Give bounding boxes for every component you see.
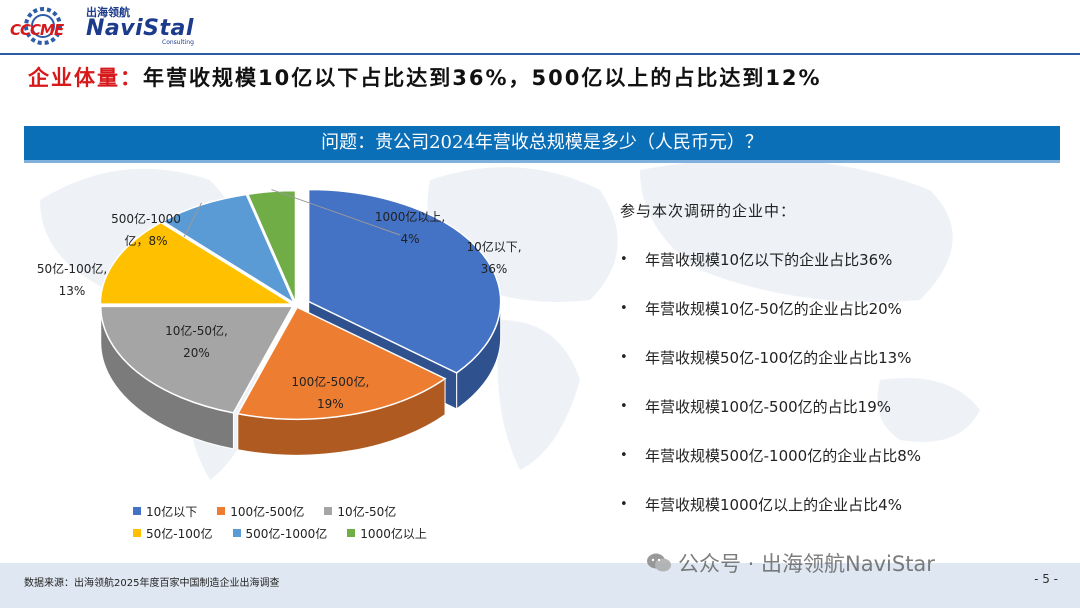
pie-slice-1 — [236, 306, 447, 420]
navistar-logo-cn: 出海领航 — [86, 5, 130, 19]
legend-item: 50亿-100亿 — [133, 525, 213, 542]
data-source: 数据来源：出海领航2025年度百家中国制造企业出海调查 — [24, 578, 280, 589]
bullet-icon: • — [620, 301, 628, 316]
data-label-0: 36% — [481, 262, 508, 276]
chart-legend: 10亿以下 100亿-500亿 10亿-50亿 50亿-100亿 500亿-1000亿 1… — [133, 500, 447, 544]
legend-swatch — [232, 529, 241, 537]
finding-text: 年营收规模10亿-50亿的企业占比20% — [645, 300, 902, 318]
finding-text: 年营收规模100亿-500亿的占比19% — [645, 398, 892, 416]
bullet-icon: • — [620, 399, 628, 414]
finding-item: • 年营收规模50亿-100亿的企业占比13% — [620, 333, 921, 382]
banner-underline — [24, 160, 1060, 163]
watermark: 公众号 · 出海领航NaviStar — [646, 548, 935, 578]
navistar-logo-en: NaviStal — [86, 15, 194, 41]
finding-item: • 年营收规模10亿以下的企业占比36% — [620, 235, 921, 284]
bullet-icon: • — [620, 252, 628, 267]
legend-item: 1000亿以上 — [347, 525, 427, 542]
legend-item: 10亿-50亿 — [324, 503, 396, 520]
data-label-0: 10亿以下, — [466, 239, 521, 254]
finding-text: 年营收规模10亿以下的企业占比36% — [645, 251, 893, 269]
findings-list: • 年营收规模10亿以下的企业占比36% • 年营收规模10亿-50亿的企业占比20%… — [620, 235, 921, 529]
navistar-logo-sub: Consulting — [162, 38, 194, 46]
bullet-icon: • — [620, 497, 628, 512]
pie-slice-3 — [99, 221, 295, 305]
gear-icon — [24, 7, 62, 45]
legend-swatch — [217, 507, 226, 515]
legend-item: 10亿以下 — [133, 503, 197, 520]
data-label-3: 50亿-100亿, — [37, 261, 107, 276]
data-label-4: 500亿-1000 — [111, 211, 181, 226]
legend-item: 500亿-1000亿 — [232, 525, 328, 542]
pie-labels: 10亿以下, 36% 100亿-500亿, 19% 10亿-50亿, 20% 50亿-100… — [37, 189, 522, 411]
headline-text: 年营收规模10亿以下占比达到36%，500亿以上的占比达到12% — [143, 66, 822, 90]
legend-swatch — [324, 507, 333, 515]
wechat-icon — [647, 553, 671, 572]
data-label-2: 10亿-50亿, — [165, 323, 228, 338]
data-label-2: 20% — [183, 346, 210, 360]
data-label-1: 19% — [317, 397, 344, 411]
finding-item: • 年营收规模500亿-1000亿的企业占比8% — [620, 431, 921, 480]
finding-text: 年营收规模1000亿以上的企业占比4% — [645, 496, 902, 514]
question-banner: 问题：贵公司2024年营收总规模是多少（人民币元）？ — [24, 126, 1060, 160]
data-label-5: 1000亿以上, — [375, 209, 445, 224]
finding-item: • 年营收规模1000亿以上的企业占比4% — [620, 480, 921, 529]
legend-row: 50亿-100亿 500亿-1000亿 1000亿以上 — [133, 522, 447, 544]
navistar-logo: 出海领航 NaviStal Consulting — [86, 7, 194, 46]
leader-line-5 — [271, 189, 401, 236]
page-number: - 5 - — [1034, 572, 1058, 586]
header-rule — [0, 53, 1080, 55]
legend-item: 100亿-500亿 — [217, 503, 304, 520]
finding-item: • 年营收规模10亿-50亿的企业占比20% — [620, 284, 921, 333]
legend-label: 1000亿以上 — [360, 526, 427, 541]
footer-bar — [0, 563, 1080, 608]
page-headline: 企业体量：年营收规模10亿以下占比达到36%，500亿以上的占比达到12% — [28, 62, 822, 92]
pie-slice-4 — [161, 193, 296, 305]
data-label-3: 13% — [59, 284, 86, 298]
legend-label: 10亿-50亿 — [337, 504, 397, 519]
leader-line-4 — [183, 202, 203, 238]
legend-label: 100亿-500亿 — [230, 504, 305, 519]
watermark-text: 公众号 · 出海领航NaviStar — [678, 552, 935, 576]
data-label-4: 亿，8% — [124, 233, 167, 248]
data-label-5: 4% — [400, 232, 419, 246]
pie-top-faces — [99, 188, 502, 420]
legend-swatch — [347, 529, 356, 537]
finding-text: 年营收规模50亿-100亿的企业占比13% — [645, 349, 912, 367]
data-label-1: 100亿-500亿, — [291, 374, 369, 389]
legend-label: 50亿-100亿 — [146, 526, 213, 541]
pie-slice-2 — [100, 305, 295, 414]
revenue-pie-chart: 10亿以下, 36% 100亿-500亿, 19% 10亿-50亿, 20% 50亿-100… — [37, 188, 522, 456]
pie-slice-0 — [307, 188, 502, 374]
legend-swatch — [133, 529, 141, 537]
legend-label: 10亿以下 — [146, 504, 198, 519]
bullet-icon: • — [620, 350, 628, 365]
finding-text: 年营收规模500亿-1000亿的企业占比8% — [645, 447, 922, 465]
findings-intro: 参与本次调研的企业中： — [620, 202, 797, 220]
legend-swatch — [133, 507, 141, 515]
legend-label: 500亿-1000亿 — [245, 526, 328, 541]
legend-row: 10亿以下 100亿-500亿 10亿-50亿 — [133, 500, 447, 522]
pie-slice-5 — [246, 189, 297, 303]
headline-prefix: 企业体量： — [28, 66, 143, 90]
bullet-icon: • — [620, 448, 628, 463]
logo-area: CCCME 出海领航 NaviStal Consulting — [8, 4, 194, 48]
cccme-logo: CCCME — [8, 5, 78, 47]
finding-item: • 年营收规模100亿-500亿的占比19% — [620, 382, 921, 431]
cccme-logo-text: CCCME — [10, 21, 64, 39]
findings-panel: 参与本次调研的企业中： • 年营收规模10亿以下的企业占比36% • 年营收规模10亿… — [620, 200, 921, 529]
